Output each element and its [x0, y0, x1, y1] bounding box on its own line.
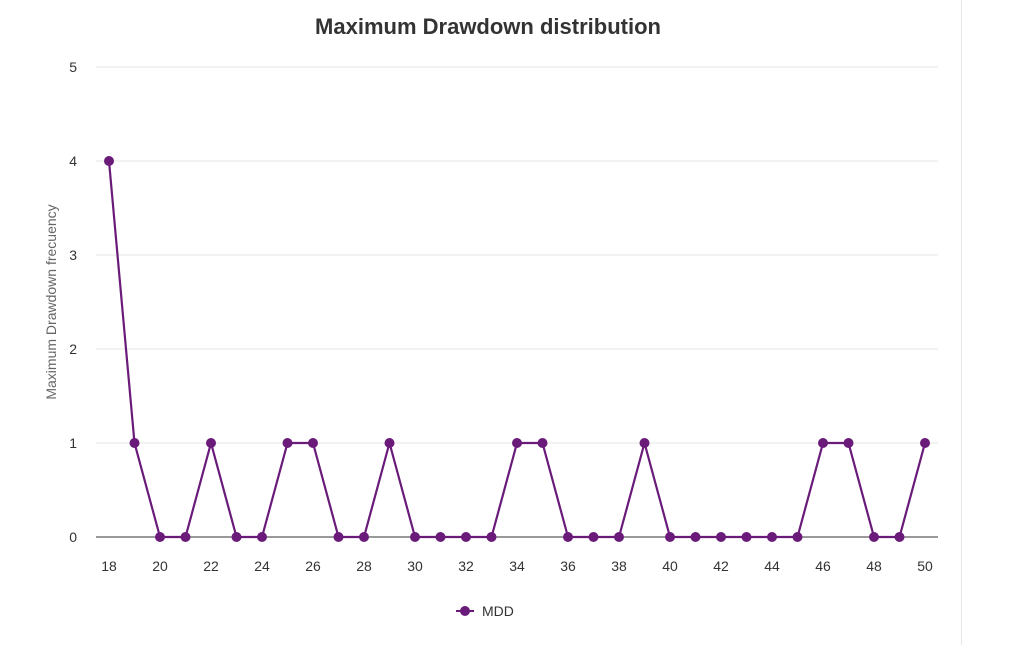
x-tick-label: 36 — [560, 558, 576, 574]
data-point[interactable] — [665, 532, 675, 542]
x-tick-label: 40 — [662, 558, 678, 574]
x-tick-label: 48 — [866, 558, 882, 574]
x-tick-label: 42 — [713, 558, 729, 574]
data-point[interactable] — [843, 438, 854, 448]
data-point[interactable] — [792, 532, 803, 542]
chart-title: Maximum Drawdown distribution — [315, 14, 661, 39]
y-tick-label: 1 — [69, 435, 77, 451]
data-point[interactable] — [282, 438, 293, 448]
data-point[interactable] — [129, 438, 140, 448]
y-tick-labels: 0 1 2 3 4 5 — [69, 59, 77, 545]
data-point[interactable] — [588, 532, 599, 542]
x-tick-label: 22 — [203, 558, 219, 574]
x-tick-label: 30 — [407, 558, 423, 574]
data-point[interactable] — [359, 532, 369, 542]
legend-marker-mdd — [460, 606, 470, 616]
data-point[interactable] — [690, 532, 701, 542]
data-point[interactable] — [180, 532, 191, 542]
legend[interactable]: MDD — [456, 603, 514, 619]
x-tick-label: 50 — [917, 558, 933, 574]
x-tick-label: 46 — [815, 558, 831, 574]
data-point[interactable] — [384, 438, 395, 448]
data-point[interactable] — [716, 532, 726, 542]
grid-layer — [96, 66, 938, 538]
x-tick-label: 28 — [356, 558, 372, 574]
data-point[interactable] — [155, 532, 165, 542]
x-tick-label: 38 — [611, 558, 627, 574]
series-layer — [104, 156, 930, 542]
data-point[interactable] — [920, 438, 930, 448]
x-tick-label: 44 — [764, 558, 780, 574]
data-point[interactable] — [869, 532, 879, 542]
data-point[interactable] — [894, 532, 905, 542]
y-tick-label: 2 — [69, 341, 77, 357]
x-tick-labels: 18 20 22 24 26 28 30 32 34 36 38 40 42 44 46 48 50 — [101, 558, 933, 574]
data-point[interactable] — [333, 532, 344, 542]
data-point[interactable] — [512, 438, 522, 448]
data-point[interactable] — [486, 532, 497, 542]
data-point[interactable] — [767, 532, 777, 542]
data-point[interactable] — [257, 532, 267, 542]
x-tick-label: 32 — [458, 558, 474, 574]
data-point[interactable] — [231, 532, 242, 542]
x-tick-label: 34 — [509, 558, 525, 574]
data-point[interactable] — [741, 532, 752, 542]
data-point[interactable] — [461, 532, 471, 542]
y-axis-title: Maximum Drawdown frecuency — [43, 204, 59, 399]
x-tick-label: 26 — [305, 558, 321, 574]
y-tick-label: 3 — [69, 247, 77, 263]
data-point[interactable] — [104, 156, 114, 166]
data-point[interactable] — [206, 438, 216, 448]
panel-border — [961, 0, 962, 645]
data-point[interactable] — [308, 438, 318, 448]
data-point[interactable] — [818, 438, 828, 448]
x-tick-label: 18 — [101, 558, 117, 574]
data-point[interactable] — [435, 532, 446, 542]
data-point[interactable] — [639, 438, 650, 448]
y-tick-label: 4 — [69, 153, 77, 169]
legend-label-mdd: MDD — [482, 603, 514, 619]
y-tick-label: 5 — [69, 59, 77, 75]
data-point[interactable] — [410, 532, 420, 542]
data-point[interactable] — [563, 532, 573, 542]
x-tick-label: 20 — [152, 558, 168, 574]
data-point[interactable] — [614, 532, 624, 542]
y-tick-label: 0 — [69, 529, 77, 545]
data-point[interactable] — [537, 438, 548, 448]
x-tick-label: 24 — [254, 558, 270, 574]
